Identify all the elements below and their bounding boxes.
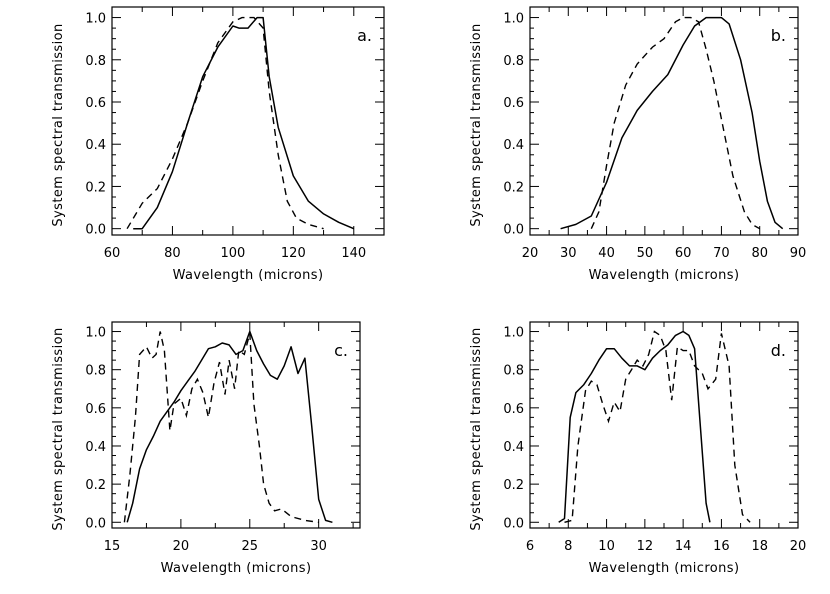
x-tick-label: 14	[675, 539, 692, 554]
x-tick-label: 15	[104, 539, 121, 554]
panel-1: 60 80 100 120 140 0.0 0.2 0.4 0.6 0.8 1.0 Wavelengt…	[51, 6, 385, 283]
panel-label: c.	[334, 341, 348, 360]
x-tick-label: 18	[751, 539, 768, 554]
series-solid-line	[133, 16, 355, 230]
x-tick-label: 20	[173, 539, 190, 554]
y-tick-label: 0.6	[503, 96, 524, 111]
panel-label: a.	[357, 26, 372, 45]
x-tick-label: 120	[281, 246, 306, 261]
series-dashed-line	[564, 330, 751, 523]
y-tick-label: 0.8	[85, 364, 106, 379]
y-tick-label: 0.6	[85, 402, 106, 417]
series-dashed-line	[126, 16, 324, 230]
y-tick-label: 0.0	[503, 516, 524, 531]
y-tick-label: 1.0	[503, 326, 524, 341]
series-solid-line	[558, 330, 711, 523]
y-tick-label: 0.0	[85, 516, 106, 531]
x-tick-label: 60	[104, 246, 121, 261]
y-axis-label: System spectral transmission	[469, 327, 484, 530]
y-tick-label: 0.8	[85, 54, 106, 69]
y-tick-label: 0.2	[85, 180, 106, 195]
x-axis-label: Wavelength (microns)	[173, 268, 324, 283]
panel-label: b.	[771, 26, 786, 45]
x-tick-label: 50	[637, 246, 654, 261]
panel-label: d.	[771, 341, 786, 360]
x-tick-label: 12	[637, 539, 654, 554]
x-tick-label: 16	[713, 539, 730, 554]
plot-frame	[529, 6, 799, 236]
y-tick-label: 0.4	[503, 440, 524, 455]
x-tick-label: 70	[713, 246, 730, 261]
x-tick-label: 20	[790, 539, 807, 554]
x-tick-label: 60	[675, 246, 692, 261]
series-solid-line	[560, 16, 784, 230]
series-dashed-line	[590, 16, 761, 230]
x-tick-label: 30	[310, 539, 327, 554]
y-tick-label: 0.4	[503, 138, 524, 153]
y-axis-label: System spectral transmission	[51, 327, 66, 530]
plot-frame	[111, 6, 385, 236]
y-tick-label: 0.8	[503, 54, 524, 69]
x-tick-label: 30	[560, 246, 577, 261]
panel-4: 6 8 10 12 14 16 18 20 0.0 0.2 0.4 0.6 0.8 1.0 Waveleng…	[469, 321, 807, 576]
series-solid-line	[126, 330, 333, 524]
y-tick-label: 0.2	[503, 478, 524, 493]
y-tick-label: 1.0	[503, 12, 524, 27]
x-tick-label: 25	[242, 539, 259, 554]
y-tick-label: 1.0	[85, 12, 106, 27]
x-axis-label: Wavelength (microns)	[589, 268, 740, 283]
x-tick-label: 6	[526, 539, 534, 554]
x-tick-label: 10	[598, 539, 615, 554]
x-axis-label: Wavelength (microns)	[161, 561, 312, 576]
x-tick-label: 80	[164, 246, 181, 261]
x-tick-label: 40	[598, 246, 615, 261]
y-tick-label: 1.0	[85, 326, 106, 341]
series-dashed-line	[123, 331, 319, 523]
x-tick-label: 8	[564, 539, 572, 554]
y-tick-label: 0.6	[503, 402, 524, 417]
panel-2: 20 30 40 50 60 70 80 90 0.0 0.2 0.4 0.6 0.8 1.0 Wavele…	[469, 6, 807, 283]
x-tick-label: 90	[790, 246, 807, 261]
y-tick-label: 0.2	[85, 478, 106, 493]
x-tick-label: 100	[220, 246, 245, 261]
y-tick-label: 0.4	[85, 138, 106, 153]
x-axis-label: Wavelength (microns)	[589, 561, 740, 576]
y-axis-label: System spectral transmission	[51, 23, 66, 226]
panel-3: 15 20 25 30 0.0 0.2 0.4 0.6 0.8 1.0 Wavelength (mi…	[51, 321, 361, 576]
x-tick-label: 140	[341, 246, 366, 261]
plot-frame	[111, 321, 361, 529]
y-tick-label: 0.8	[503, 364, 524, 379]
y-tick-label: 0.2	[503, 180, 524, 195]
y-tick-label: 0.6	[85, 96, 106, 111]
y-tick-label: 0.4	[85, 440, 106, 455]
x-tick-label: 80	[751, 246, 768, 261]
y-tick-label: 0.0	[503, 223, 524, 238]
y-axis-label: System spectral transmission	[469, 23, 484, 226]
y-tick-label: 0.0	[85, 223, 106, 238]
x-tick-label: 20	[522, 246, 539, 261]
